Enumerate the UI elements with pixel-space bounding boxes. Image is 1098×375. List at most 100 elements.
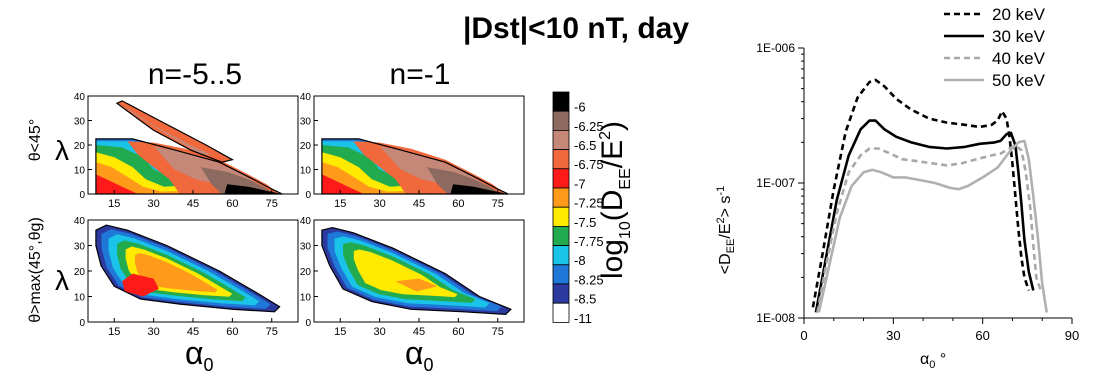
alpha-label-left: α0 xyxy=(185,335,214,375)
colorbar-tick-label: -8.25 xyxy=(574,272,604,287)
contour-outline xyxy=(115,100,235,163)
x-tick-label: 30 xyxy=(148,326,160,338)
colorbar-swatch xyxy=(552,245,570,266)
y-tick-label: 40 xyxy=(74,216,86,227)
colorbar-tick-label: -8 xyxy=(574,253,586,268)
colorbar-swatch xyxy=(552,187,570,208)
x-tick-label: 60 xyxy=(452,198,464,210)
colorbar-swatch xyxy=(552,129,570,150)
colorbar-tick-label: -6.5 xyxy=(574,138,596,153)
svg-text:α0: α0 xyxy=(405,335,434,375)
y-tick-label: 0 xyxy=(305,190,311,201)
contour-band xyxy=(395,278,438,292)
row-label-bottom: θ>max(45°,θg) xyxy=(27,217,44,323)
y-tick-label: 20 xyxy=(300,267,312,278)
y-tick-label: 30 xyxy=(74,242,86,253)
svg-text:α0 °: α0 ° xyxy=(920,351,946,371)
y-tick-label: 20 xyxy=(300,141,312,152)
contour-outline xyxy=(95,138,283,195)
heatmap-panel-3: 15 30 45 60 75 0 10 20 30 40 xyxy=(74,216,299,338)
y-tick-label: 10 xyxy=(74,293,86,304)
colorbar-tick-label: -7.5 xyxy=(574,215,596,230)
y-tick-label: 20 xyxy=(74,267,86,278)
y-tick-label: 10 xyxy=(300,293,312,304)
contour-band xyxy=(321,174,364,194)
legend-label: 30 keV xyxy=(992,27,1046,46)
lambda-label-top: λ xyxy=(55,135,69,166)
y-tick-label: 1E-006 xyxy=(756,41,795,55)
contour-outline xyxy=(95,224,281,313)
x-tick-label: 30 xyxy=(886,328,900,343)
heatmap-panel-1: 15 30 45 60 75 0 10 20 30 40 xyxy=(74,92,299,210)
x-tick-label: 15 xyxy=(108,198,120,210)
x-tick-label: 30 xyxy=(374,198,386,210)
svg-text:log10(DEE/E2): log10(DEE/E2) xyxy=(596,121,634,279)
colorbar-swatch xyxy=(552,206,570,227)
x-tick-label: 75 xyxy=(492,198,504,210)
colorbar-swatch xyxy=(552,149,570,170)
contour-band xyxy=(95,162,259,194)
y-tick-label: 40 xyxy=(300,92,312,103)
y-tick-label: 30 xyxy=(74,117,86,128)
alpha-label-right: α0 xyxy=(405,335,434,375)
colorbar-swatch xyxy=(552,91,570,112)
x-tick-label: 60 xyxy=(452,326,464,338)
series-line-4 xyxy=(817,139,1048,313)
x-tick-label: 75 xyxy=(492,326,504,338)
x-tick-label: 45 xyxy=(187,198,199,210)
x-tick-label: 60 xyxy=(226,326,238,338)
colorbar-swatch xyxy=(552,302,570,323)
x-tick-label: 15 xyxy=(334,326,346,338)
series-line-3 xyxy=(816,144,1042,313)
line-chart-ylabel: <DEE/E2> s-1 xyxy=(715,186,737,274)
y-tick-label: 40 xyxy=(74,92,86,103)
contour-outline xyxy=(321,226,512,316)
x-tick-label: 45 xyxy=(413,326,425,338)
x-tick-label: 60 xyxy=(975,328,989,343)
figure-title: |Dst|<10 nT, day xyxy=(463,12,689,45)
y-tick-label: 20 xyxy=(74,141,86,152)
legend-label: 50 keV xyxy=(992,71,1046,90)
colorbar-swatch xyxy=(552,168,570,189)
x-tick-label: 75 xyxy=(266,198,278,210)
x-tick-label: 75 xyxy=(266,326,278,338)
legend-label: 20 keV xyxy=(992,5,1046,24)
column-title-1: n=-5..5 xyxy=(148,58,242,91)
colorbar: -6 -6.25 -6.5 -6.75 -7 -7.25 -7.5 -7.75 -8 -8.25 -… xyxy=(552,91,604,326)
row-label-top: θ<45° xyxy=(27,119,44,161)
alpha-symbol: α xyxy=(185,335,204,371)
line-chart-xlabel: α0 ° xyxy=(920,351,946,371)
x-tick-label: 15 xyxy=(334,198,346,210)
colorbar-swatch xyxy=(552,225,570,246)
x-tick-label: 30 xyxy=(374,326,386,338)
x-tick-label: 15 xyxy=(108,326,120,338)
colorbar-swatch xyxy=(552,264,570,285)
colorbar-tick-label: -7.75 xyxy=(574,234,604,249)
colorbar-tick-label: -8.5 xyxy=(574,292,596,307)
y-tick-label: 30 xyxy=(300,117,312,128)
colorbar-tick-label: -6.75 xyxy=(574,157,604,172)
contour-band xyxy=(95,174,138,194)
colorbar-label: log10(DEE/E2) xyxy=(596,121,634,279)
contour-band xyxy=(321,162,485,194)
contour-band xyxy=(450,184,509,194)
colorbar-tick-label: -6 xyxy=(574,100,586,115)
y-tick-label: 40 xyxy=(300,216,312,227)
colorbar-tick-label: -7 xyxy=(574,176,586,191)
y-tick-label: 0 xyxy=(79,190,85,201)
series-line-1 xyxy=(811,78,1031,308)
y-tick-label: 0 xyxy=(79,318,85,329)
alpha-symbol: α xyxy=(405,335,424,371)
contour-band xyxy=(116,100,233,163)
y-tick-label: 1E-008 xyxy=(756,311,795,325)
colorbar-swatch xyxy=(552,110,570,131)
x-tick-label: 0 xyxy=(800,328,807,343)
y-tick-label: 1E-007 xyxy=(756,176,795,190)
svg-text:<DEE/E2> s-1: <DEE/E2> s-1 xyxy=(715,186,737,274)
contour-outline xyxy=(321,138,509,195)
y-tick-label: 30 xyxy=(300,242,312,253)
legend-label: 40 keV xyxy=(992,49,1046,68)
alpha-sub: 0 xyxy=(204,355,214,375)
heatmap-panel-4: 15 30 45 60 75 0 10 20 30 40 xyxy=(300,216,525,338)
